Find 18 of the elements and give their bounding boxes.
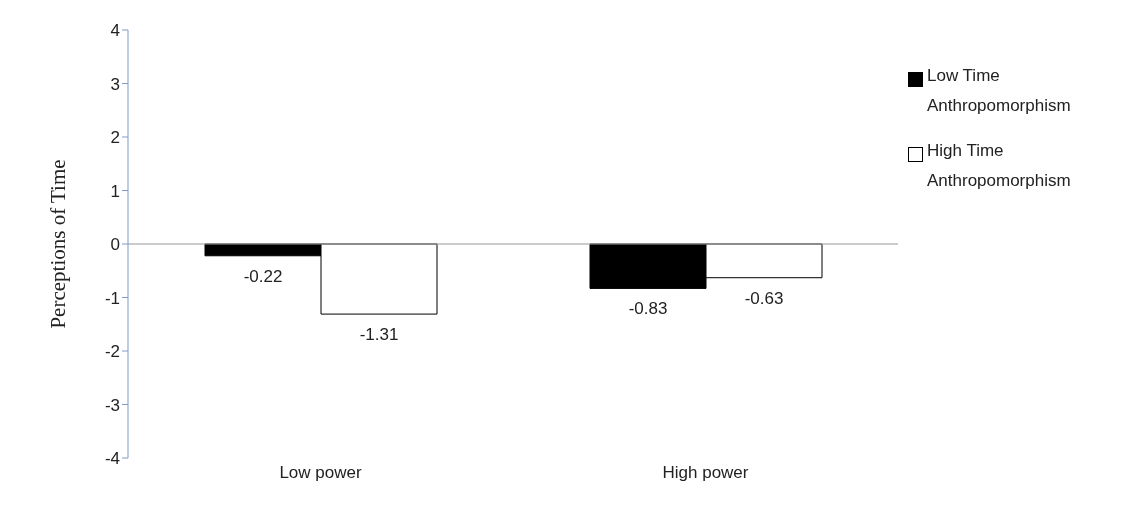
- data-label: -0.22: [243, 266, 283, 286]
- x-tick-label: High power: [662, 463, 749, 483]
- y-tick-label: 2: [110, 128, 120, 148]
- y-tick-label: -1: [104, 288, 120, 308]
- y-axis-title: Perceptions of Time: [46, 159, 71, 329]
- y-tick-label: 0: [110, 235, 120, 255]
- y-tick-label: -3: [104, 395, 120, 415]
- data-label: -0.63: [744, 288, 784, 308]
- legend-label: Low Time Anthropomorphism: [927, 65, 1072, 117]
- data-label: -1.31: [359, 325, 399, 345]
- y-tick-label: 3: [110, 74, 120, 94]
- x-tick-label: Low power: [279, 463, 362, 483]
- y-tick-label: -2: [104, 342, 120, 362]
- y-tick-label: 4: [110, 21, 120, 41]
- y-tick-label: 1: [110, 181, 120, 201]
- y-tick-label: -4: [104, 449, 120, 469]
- legend-label: High Time Anthropomorphism: [927, 140, 1072, 192]
- data-label: -0.83: [628, 299, 668, 319]
